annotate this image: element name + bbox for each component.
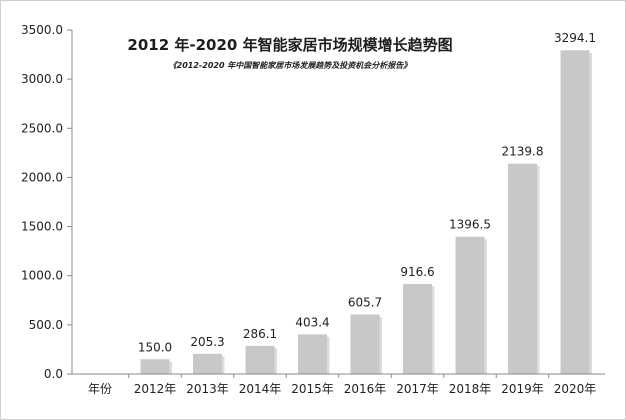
x-axis-title: 年份 (88, 382, 112, 396)
bar-value-label: 205.3 (190, 335, 224, 349)
chart-title: 2012 年-2020 年智能家居市场规模增长趋势图 (127, 36, 452, 54)
x-axis: 2012年 2013年 2014年 2015年 2016年 2017年 2018年 2019年… (72, 373, 605, 396)
y-tick-label: 1000.0 (21, 269, 63, 283)
x-tick-label: 2013年 (186, 382, 229, 396)
bar (508, 163, 537, 374)
x-tick-label: 2015年 (291, 382, 334, 396)
x-tick-label: 2017年 (396, 382, 439, 396)
x-tick-label: 2020年 (554, 382, 597, 396)
x-tick-label: 2014年 (239, 382, 282, 396)
x-tick-label: 2018年 (449, 382, 492, 396)
bar-value-label: 3294.1 (554, 31, 596, 45)
bar-value-label: 286.1 (243, 327, 277, 341)
bar (350, 314, 380, 374)
bar (193, 353, 222, 374)
bar (245, 345, 275, 374)
y-tick-label: 500.0 (29, 318, 63, 332)
bar-value-label: 1396.5 (449, 218, 491, 232)
x-tick-label: 2012年 (134, 382, 177, 396)
y-tick-label: 1500.0 (21, 220, 63, 234)
y-axis: 0.0 500.0 1000.0 1500.0 2000.0 2500.0 3000.0 35… (21, 23, 73, 381)
chart-subtitle: 《2012-2020 年中国智能家居市场发展趋势及投资机会分析报告》 (169, 61, 412, 70)
bar (298, 334, 327, 374)
value-labels: 150.0 205.3 286.1 403.4 605.7 916.6 1396.5 2139… (138, 31, 596, 354)
x-tick-label: 2019年 (501, 382, 544, 396)
bar (455, 236, 485, 374)
y-tick-label: 0.0 (44, 367, 63, 381)
x-tick-label: 2016年 (344, 382, 387, 396)
bar-value-label: 403.4 (295, 315, 329, 329)
bar-value-label: 150.0 (138, 340, 172, 354)
bar (140, 359, 170, 374)
bar (560, 50, 590, 374)
y-tick-label: 3500.0 (21, 23, 63, 37)
bar-value-label: 2139.8 (502, 145, 544, 159)
y-tick-label: 3000.0 (21, 72, 63, 86)
bar-value-label: 916.6 (400, 265, 434, 279)
y-tick-label: 2500.0 (21, 121, 63, 135)
bar (403, 283, 432, 374)
bar-series (140, 50, 592, 374)
bar-value-label: 605.7 (348, 295, 382, 309)
y-tick-label: 2000.0 (21, 170, 63, 184)
